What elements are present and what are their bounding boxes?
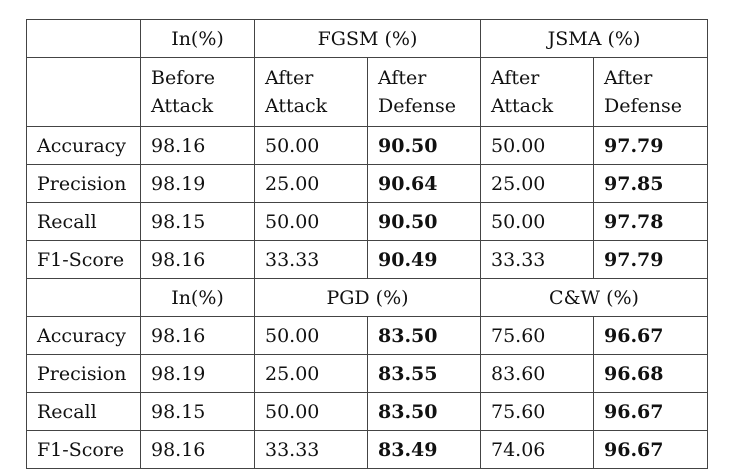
subheader-before-attack: Before Attack xyxy=(140,57,255,127)
table-cell: 83.50 xyxy=(367,316,481,355)
table-cell: 25.00 xyxy=(480,164,594,203)
table-cell: 96.67 xyxy=(592,316,709,355)
table-cell: 90.49 xyxy=(367,240,481,279)
table-cell: 90.50 xyxy=(367,126,481,165)
header-jsma: JSMA (%) xyxy=(479,19,709,58)
table-cell: 96.67 xyxy=(592,430,709,469)
table-row: F1-Score 98.16 33.33 83.49 74.06 96.67 xyxy=(26,430,709,469)
corner-cell xyxy=(26,278,141,317)
metric-label: Precision xyxy=(26,354,141,393)
header-in: In(%) xyxy=(140,19,255,58)
table-cell: 97.79 xyxy=(592,240,709,279)
table-cell: 50.00 xyxy=(480,126,594,165)
table-cell: 50.00 xyxy=(254,316,368,355)
table-cell: 50.00 xyxy=(480,202,594,241)
header-fgsm: FGSM (%) xyxy=(254,19,481,58)
subheader-corner-cell xyxy=(26,57,141,127)
block1-subheader-row: Before Attack After Attack After Defense… xyxy=(26,57,709,127)
table-cell: 98.15 xyxy=(140,392,255,431)
metric-label: Recall xyxy=(26,202,141,241)
table-cell: 25.00 xyxy=(254,354,368,393)
table-cell: 83.55 xyxy=(367,354,481,393)
table-cell: 83.49 xyxy=(367,430,481,469)
table-row: Precision 98.19 25.00 90.64 25.00 97.85 xyxy=(26,164,709,203)
table-cell: 97.78 xyxy=(592,202,709,241)
table-row: Precision 98.19 25.00 83.55 83.60 96.68 xyxy=(26,354,709,393)
table-cell: 75.60 xyxy=(480,392,594,431)
table-cell: 97.85 xyxy=(592,164,709,203)
table-cell: 96.68 xyxy=(592,354,709,393)
table-row: Recall 98.15 50.00 83.50 75.60 96.67 xyxy=(26,392,709,431)
table-cell: 98.16 xyxy=(140,430,255,469)
table-cell: 33.33 xyxy=(254,430,368,469)
table-cell: 33.33 xyxy=(254,240,368,279)
metric-label: F1-Score xyxy=(26,430,141,469)
table-row: Accuracy 98.16 50.00 90.50 50.00 97.79 xyxy=(26,126,709,165)
block1-header-row: In(%) FGSM (%) JSMA (%) xyxy=(26,19,709,58)
header-cw: C&W (%) xyxy=(479,278,709,317)
header-in: In(%) xyxy=(140,278,255,317)
subheader-fgsm-after-defense: After Defense xyxy=(367,57,481,127)
table-cell: 83.60 xyxy=(480,354,594,393)
table-cell: 50.00 xyxy=(254,126,368,165)
table-cell: 98.16 xyxy=(140,240,255,279)
table-cell: 75.60 xyxy=(480,316,594,355)
subheader-fgsm-after-attack: After Attack xyxy=(254,57,368,127)
table-cell: 98.16 xyxy=(140,126,255,165)
metric-label: F1-Score xyxy=(26,240,141,279)
table-cell: 98.19 xyxy=(140,354,255,393)
table-row: Recall 98.15 50.00 90.50 50.00 97.78 xyxy=(26,202,709,241)
table-cell: 97.79 xyxy=(592,126,709,165)
table-cell: 50.00 xyxy=(254,392,368,431)
table-cell: 90.50 xyxy=(367,202,481,241)
corner-cell xyxy=(26,19,141,58)
table-cell: 98.16 xyxy=(140,316,255,355)
table-cell: 83.50 xyxy=(367,392,481,431)
table-cell: 25.00 xyxy=(254,164,368,203)
table-cell: 50.00 xyxy=(254,202,368,241)
table-cell: 33.33 xyxy=(480,240,594,279)
table-cell: 98.15 xyxy=(140,202,255,241)
header-pgd: PGD (%) xyxy=(254,278,481,317)
table-row: Accuracy 98.16 50.00 83.50 75.60 96.67 xyxy=(26,316,709,355)
table-row: F1-Score 98.16 33.33 90.49 33.33 97.79 xyxy=(26,240,709,279)
metric-label: Accuracy xyxy=(26,316,141,355)
block2-header-row: In(%) PGD (%) C&W (%) xyxy=(26,278,709,317)
subheader-jsma-after-attack: After Attack xyxy=(480,57,594,127)
table-cell: 74.06 xyxy=(480,430,594,469)
metric-label: Recall xyxy=(26,392,141,431)
table-cell: 98.19 xyxy=(140,164,255,203)
metric-label: Accuracy xyxy=(26,126,141,165)
metric-label: Precision xyxy=(26,164,141,203)
subheader-jsma-after-defense: After Defense xyxy=(592,57,709,127)
results-table: In(%) FGSM (%) JSMA (%) Before Attack Af… xyxy=(26,19,709,469)
table-cell: 96.67 xyxy=(592,392,709,431)
table-cell: 90.64 xyxy=(367,164,481,203)
